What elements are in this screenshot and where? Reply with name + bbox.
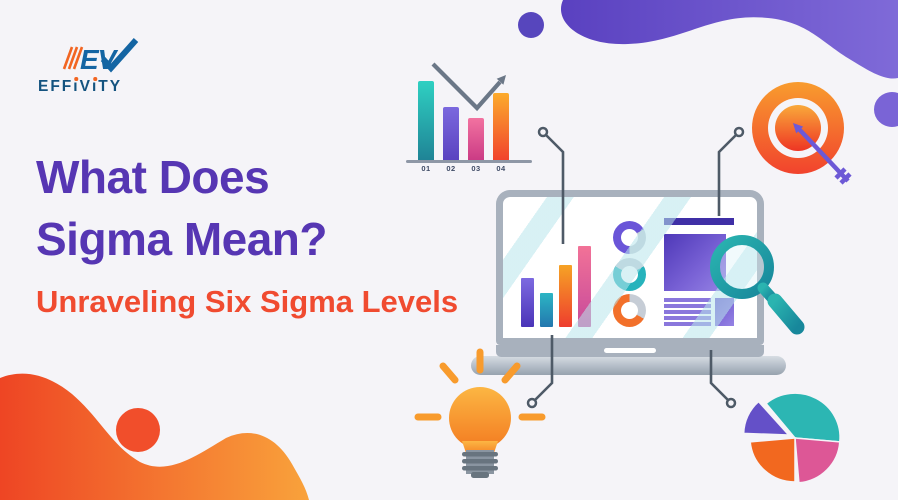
page-title: What Does Sigma Mean? <box>36 146 496 270</box>
bar-chart-bar: 03 <box>468 118 484 173</box>
bar-chart-bar: 01 <box>418 81 434 173</box>
heading-line-2: Sigma Mean? <box>36 213 328 265</box>
purple-dot-decoration <box>518 12 544 38</box>
orange-circle-decoration <box>116 408 160 452</box>
bar-chart-label: 04 <box>496 164 506 173</box>
screen-bar <box>559 265 572 327</box>
arrow-icon <box>795 125 852 185</box>
purple-blob-decoration <box>560 0 898 79</box>
laptop-notch <box>604 348 656 353</box>
bar-chart-axis <box>406 160 532 163</box>
screen-bar <box>578 246 591 327</box>
panel-text-line <box>664 310 711 314</box>
donut-chart-icon <box>613 294 646 327</box>
target-icon <box>752 82 852 185</box>
laptop-bezel <box>496 345 764 357</box>
logo-wordmark: EFFıVıTY <box>38 78 123 95</box>
orange-blob-decoration <box>0 373 309 500</box>
purple-circle-decoration <box>874 92 898 127</box>
bar-chart-label: 01 <box>421 164 431 173</box>
panel-text-line <box>664 298 711 302</box>
bar-chart-label: 03 <box>471 164 481 173</box>
panel-text-line <box>664 316 711 320</box>
panel-text-lines <box>664 298 711 328</box>
panel-text-line <box>664 304 711 308</box>
magnifier-icon <box>710 235 805 335</box>
effivity-logo: EV EFFıVıTY <box>38 38 178 96</box>
bar-chart-bars: 01 02 03 04 <box>418 56 509 173</box>
panel-text-line <box>664 322 711 326</box>
effivity-logo-mark-icon: EV <box>62 38 139 75</box>
panel-header-bar <box>664 218 734 225</box>
trend-arrow-icon <box>431 62 506 112</box>
page-subtitle: Unraveling Six Sigma Levels <box>36 284 459 319</box>
bar-chart-illustration: 01 02 03 04 <box>404 56 536 176</box>
donut-chart-icon <box>613 221 646 254</box>
donut-chart-icon <box>613 257 646 291</box>
bar-chart-bar: 02 <box>443 107 459 173</box>
screen-bar <box>540 293 553 327</box>
screen-bar <box>521 278 534 327</box>
donut-hole <box>621 302 638 319</box>
lightbulb-icon <box>414 348 546 478</box>
bar-chart-bar: 04 <box>493 93 509 173</box>
donut-hole <box>621 229 638 246</box>
headline-block: What Does Sigma Mean? Unraveling Six Sig… <box>36 146 496 320</box>
screen-bar-chart <box>521 246 591 327</box>
heading-line-1: What Does <box>36 151 270 203</box>
pie-chart-icon <box>742 392 841 484</box>
donut-hole <box>621 265 638 283</box>
bar-chart-label: 02 <box>446 164 456 173</box>
